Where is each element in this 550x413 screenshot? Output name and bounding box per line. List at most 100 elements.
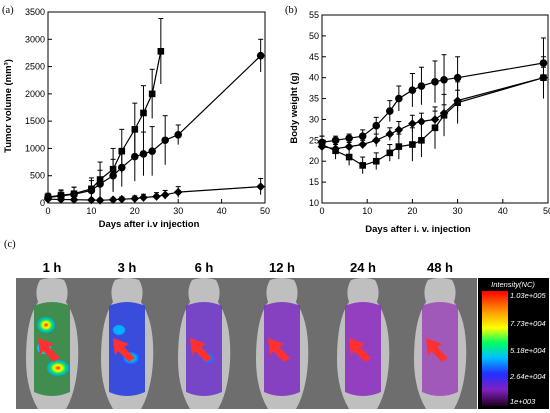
tumor-volume-chart: (a) 0 10 20 30 40 500500100015002000250030003… bbox=[2, 5, 270, 230]
data-point bbox=[385, 129, 395, 139]
tumor-arrow bbox=[113, 338, 135, 362]
y-tick-label: 10 bbox=[309, 198, 319, 208]
body-weight-chart: (b) 0102030405010152025303540455055 Days… bbox=[285, 5, 550, 235]
tumor-arrow bbox=[190, 338, 212, 362]
tumor-arrow bbox=[426, 338, 448, 362]
data-point bbox=[430, 115, 440, 124]
series-circle bbox=[318, 37, 548, 149]
data-point bbox=[358, 140, 367, 149]
fluorescence-overlay bbox=[422, 302, 458, 396]
data-point bbox=[139, 150, 148, 158]
data-point bbox=[87, 186, 96, 195]
series-square bbox=[44, 18, 165, 201]
fluorescence-hotspot bbox=[113, 325, 125, 335]
data-point bbox=[108, 195, 118, 205]
x-tick-label: 10 bbox=[86, 206, 96, 216]
data-point bbox=[439, 108, 449, 118]
fluorescence-overlay bbox=[264, 302, 300, 396]
data-point bbox=[148, 147, 156, 155]
data-point bbox=[174, 130, 182, 139]
data-point bbox=[372, 121, 381, 130]
data-point bbox=[56, 195, 66, 204]
data-point bbox=[395, 94, 403, 103]
data-point bbox=[394, 125, 404, 135]
y-tick-label: 2500 bbox=[25, 62, 45, 72]
tumor-volume-axes bbox=[47, 11, 266, 204]
colorbar-label-2: 7.73e+004 bbox=[510, 319, 546, 328]
time-label-3h: 3 h bbox=[118, 260, 137, 275]
y-tick-label: 1500 bbox=[25, 116, 45, 126]
time-label-48h: 48 h bbox=[427, 260, 453, 275]
data-point bbox=[117, 163, 126, 172]
series-line bbox=[321, 77, 544, 167]
data-point bbox=[256, 182, 265, 191]
y-tick-label: 45 bbox=[309, 52, 319, 62]
data-point bbox=[95, 195, 105, 205]
data-point bbox=[440, 75, 448, 84]
tumor-arrow bbox=[349, 338, 371, 362]
data-point bbox=[372, 157, 380, 165]
series-square bbox=[318, 56, 547, 174]
mouse-image-12h bbox=[256, 278, 309, 409]
x-tick-label: 40 bbox=[498, 206, 508, 216]
y-tick-label: 2000 bbox=[25, 89, 45, 99]
data-point bbox=[117, 194, 127, 204]
colorbar-label-min: 1e+003 bbox=[510, 397, 536, 406]
data-point bbox=[409, 141, 416, 148]
mouse-image-24h bbox=[337, 278, 390, 409]
data-point bbox=[417, 117, 426, 126]
data-point bbox=[152, 192, 161, 201]
imaging-background bbox=[16, 278, 477, 409]
tumor-volume-series bbox=[43, 18, 265, 205]
data-point bbox=[148, 90, 156, 98]
y-tick-label: 1000 bbox=[25, 143, 45, 153]
data-point bbox=[539, 73, 548, 82]
tumor-volume-x-axis-title: Days after i.v injection bbox=[99, 219, 200, 230]
time-label-1h: 1 h bbox=[43, 260, 62, 275]
tumor-volume-y-axis-title: Tumor volume (mm³) bbox=[3, 59, 14, 153]
colorbar-gradient bbox=[482, 291, 508, 406]
intensity-colorbar: Intensity(NC) 1.03e+005 7.73e+004 5.18e+… bbox=[478, 278, 549, 409]
data-point bbox=[87, 195, 96, 205]
data-point bbox=[131, 152, 139, 161]
data-point bbox=[417, 82, 426, 90]
y-tick-label: 25 bbox=[309, 135, 319, 145]
body-weight-series bbox=[317, 37, 548, 174]
data-point bbox=[130, 194, 140, 203]
data-point bbox=[345, 134, 353, 143]
body-weight-y-axis-title: Body weight (g) bbox=[289, 72, 300, 143]
y-tick-label: 55 bbox=[309, 10, 319, 20]
data-point bbox=[161, 136, 169, 145]
data-point bbox=[386, 107, 394, 115]
time-label-12h: 12 h bbox=[269, 260, 295, 275]
y-tick-label: 50 bbox=[309, 31, 319, 41]
y-tick-label: 3000 bbox=[25, 34, 45, 44]
fluorescence-overlay bbox=[345, 302, 381, 396]
data-point bbox=[69, 195, 79, 205]
panel-label-a: (a) bbox=[2, 5, 14, 16]
data-point bbox=[453, 73, 462, 82]
tumor-arrow bbox=[268, 338, 290, 362]
series-line bbox=[321, 77, 544, 150]
x-tick-label: 20 bbox=[407, 206, 417, 216]
x-tick-label: 20 bbox=[130, 206, 140, 216]
series-circle bbox=[44, 38, 265, 202]
data-point bbox=[386, 149, 394, 157]
mouse-image-6h bbox=[178, 278, 231, 409]
body-weight-ticks: 0102030405010152025303540455055 bbox=[309, 10, 550, 216]
plot-frame-1 bbox=[321, 14, 549, 204]
data-point bbox=[331, 144, 340, 153]
data-point bbox=[345, 153, 353, 161]
data-point bbox=[131, 126, 139, 133]
mouse-image-1h bbox=[26, 278, 79, 409]
x-tick-label: 40 bbox=[217, 206, 227, 216]
data-point bbox=[140, 109, 147, 117]
imaging-panel: (c) 1 h 3 h 6 h 12 h 24 h 48 h Intensity… bbox=[4, 239, 549, 409]
panel-label-c: (c) bbox=[4, 239, 16, 250]
data-point bbox=[344, 142, 354, 151]
panel-label-b: (b) bbox=[285, 5, 298, 16]
data-point bbox=[408, 119, 417, 128]
data-point bbox=[418, 137, 425, 144]
